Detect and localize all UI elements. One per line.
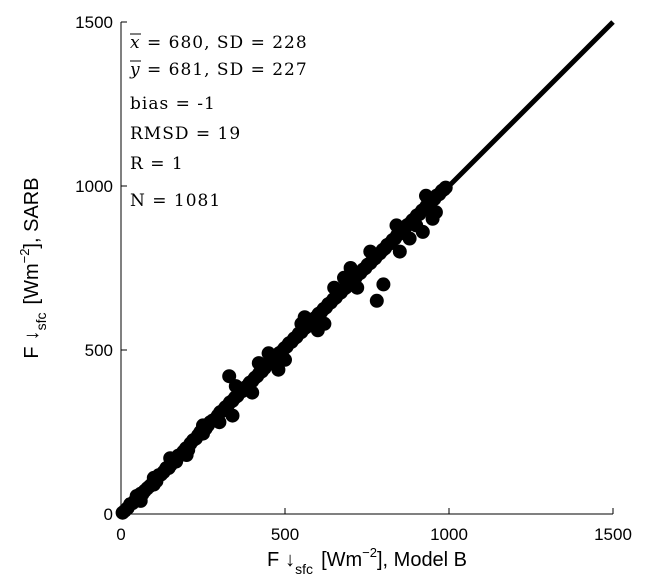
xbar-annotation: x = 680, SD = 228 (130, 33, 308, 53)
data-point (419, 188, 433, 203)
data-point (337, 270, 351, 285)
tick-group: 0 500 1000 1500 0 500 1000 1500 (75, 13, 632, 544)
data-point (251, 356, 266, 371)
x-tick-label: 1000 (430, 525, 468, 544)
y-tick-label: 1500 (75, 13, 113, 32)
y-tick-label: 500 (85, 341, 113, 360)
xbar-text: = 680, SD = 228 (141, 33, 308, 53)
data-point (228, 379, 243, 394)
data-point (297, 310, 312, 325)
y-tick-label: 1000 (75, 177, 113, 196)
x-axis-label: F ↓sfc [Wm−2], Model B (267, 545, 467, 575)
data-point (327, 280, 342, 295)
data-point (261, 346, 276, 361)
rmsd-annotation: RMSD = 19 (130, 124, 241, 144)
r-annotation: R = 1 (130, 154, 184, 174)
ybar-annotation: y = 681, SD = 227 (129, 60, 308, 80)
y-label-suffix: ], SARB (21, 177, 43, 248)
data-point (222, 369, 237, 384)
n-annotation: N = 1081 (130, 191, 221, 211)
one-to-one-line (119, 20, 615, 516)
xbar-symbol: x (130, 33, 141, 53)
y-label-sup: −2 (17, 249, 32, 264)
data-point (415, 224, 430, 239)
x-label-suffix: ], Model B (377, 549, 467, 571)
ybar-symbol: y (129, 60, 141, 80)
x-tick-label: 0 (116, 525, 125, 544)
data-point (271, 362, 286, 377)
x-tick-label: 500 (271, 525, 299, 544)
y-axis-label: F ↓sfc [Wm−2], SARB (17, 177, 49, 358)
data-point (317, 316, 332, 331)
x-label-sub: sfc (295, 561, 313, 575)
x-label-unit: [Wm (321, 549, 362, 571)
data-point (376, 277, 391, 292)
stats-annotation: x = 680, SD = 228 y = 681, SD = 227 bias… (129, 33, 308, 211)
y-label-arrow: ↓ (21, 330, 43, 340)
y-tick-label: 0 (104, 505, 113, 524)
bias-annotation: bias = -1 (130, 94, 216, 114)
data-point (402, 231, 417, 246)
x-label-prefix: F (267, 549, 279, 571)
y-label-unit: [Wm (21, 263, 43, 304)
ybar-text: = 681, SD = 227 (141, 60, 308, 80)
data-point (392, 244, 407, 259)
data-point (363, 244, 378, 259)
data-point (343, 261, 358, 275)
y-label-sub: sfc (33, 312, 49, 330)
data-point (225, 408, 240, 423)
data-point (428, 205, 443, 220)
plot-area (115, 20, 615, 520)
x-tick-label: 1500 (594, 525, 632, 544)
x-label-arrow: ↓ (285, 549, 295, 571)
y-label-prefix: F (21, 346, 43, 358)
axes (120, 22, 613, 515)
x-label-sup: −2 (362, 545, 377, 560)
data-point (389, 218, 404, 233)
data-point (369, 293, 384, 308)
